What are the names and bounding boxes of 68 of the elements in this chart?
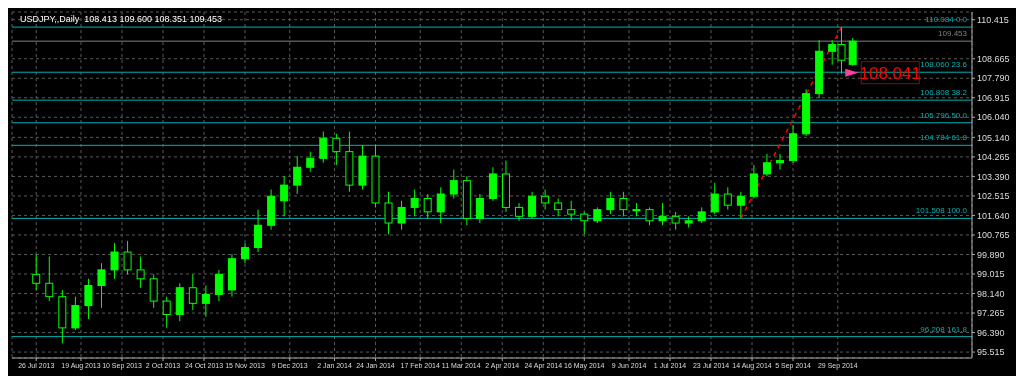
candlestick <box>384 191 393 235</box>
annotation: 108.041 <box>859 63 921 83</box>
candlestick <box>580 211 589 235</box>
candlestick <box>567 200 576 222</box>
candlestick <box>162 296 171 329</box>
ref-line-label: 106.808 38.2 <box>920 88 968 98</box>
y-tick-label: 101.640 <box>977 210 1010 221</box>
y-tick-label: 105.140 <box>977 132 1010 143</box>
candlestick <box>214 269 223 302</box>
y-tick-label: 100.765 <box>977 230 1010 241</box>
candlestick <box>606 191 615 215</box>
y-tick-label: 110.415 <box>977 14 1009 25</box>
candlestick <box>619 191 628 217</box>
candlestick <box>762 153 771 177</box>
candlestick <box>280 175 289 217</box>
y-tick-label: 98.140 <box>977 288 1005 299</box>
y-tick-label: 102.515 <box>977 191 1010 202</box>
candlestick <box>736 191 745 219</box>
candlestick <box>749 164 758 199</box>
candlestick <box>110 242 119 280</box>
candlestick <box>541 189 550 211</box>
candlestick <box>45 256 54 302</box>
y-tick-label: 103.390 <box>977 171 1010 182</box>
y-tick-label: 99.015 <box>977 269 1005 280</box>
ref-line-label: 105.796 50.0 <box>920 110 968 120</box>
candlestick <box>449 169 458 199</box>
candlestick <box>32 253 41 291</box>
y-tick-label: 104.265 <box>977 152 1010 163</box>
candlestick <box>136 256 145 289</box>
candlestick <box>201 285 210 318</box>
candlestick <box>710 182 719 215</box>
ref-line-label: 108.060 23.6 <box>920 60 968 70</box>
candlestick <box>475 193 484 224</box>
y-tick-label: 107.790 <box>977 73 1010 84</box>
y-tick-label: 108.665 <box>977 53 1010 64</box>
candlestick <box>528 191 537 220</box>
ref-line-label: 104.784 61.8 <box>920 133 968 143</box>
candlestick <box>123 240 132 275</box>
y-tick-label: 97.265 <box>977 308 1005 319</box>
candlestick <box>149 273 158 309</box>
ref-line-label: 109.453 <box>938 29 968 39</box>
candlestick <box>332 133 341 166</box>
candlestick <box>776 153 784 170</box>
candlestick <box>97 262 106 309</box>
y-tick-label: 106.040 <box>977 112 1010 123</box>
candlestick <box>723 186 732 211</box>
ref-line-label: 96.208 161.8 <box>920 324 968 334</box>
candlestick <box>423 193 432 220</box>
y-tick-label: 95.515 <box>977 347 1005 358</box>
ref-line-label: 101.508 100.0 <box>915 206 968 216</box>
candlestick <box>410 189 419 217</box>
candlestick <box>306 151 315 173</box>
y-tick-label: 96.390 <box>977 327 1005 338</box>
ref-line-label: 110.084 0.0 <box>925 15 968 25</box>
chart-title: USDJPY,,Daily 108.413 109.600 108.351 109.453 <box>20 14 222 24</box>
candlestick <box>293 155 302 195</box>
candlestick <box>658 202 667 226</box>
candlestick <box>241 242 250 264</box>
candlestick <box>254 209 263 253</box>
y-tick-label: 99.890 <box>977 249 1005 260</box>
candlestick <box>848 37 857 67</box>
candlestick <box>397 200 406 231</box>
y-tick-label: 106.915 <box>977 92 1010 103</box>
candlestick <box>84 278 93 320</box>
candlestick <box>436 186 445 224</box>
candlestick <box>319 131 328 164</box>
candlestick <box>188 273 197 311</box>
candlestick <box>71 296 80 331</box>
